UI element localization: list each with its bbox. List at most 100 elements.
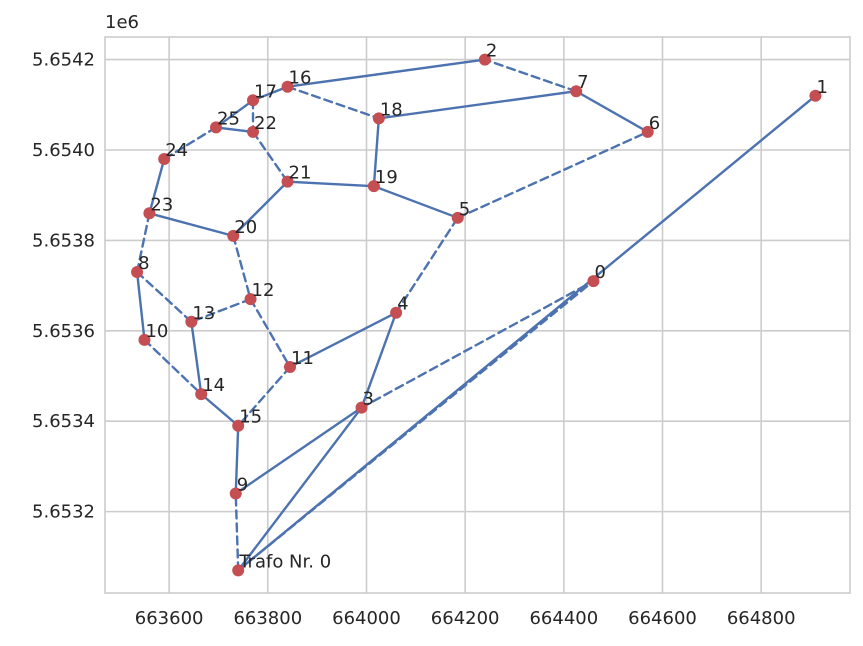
node-label-25: 25: [217, 108, 240, 129]
node-24: [158, 153, 171, 166]
edge-2-16: [286, 58, 487, 88]
edge-4-11: [288, 311, 398, 369]
edge-5-19: [372, 184, 459, 220]
edge-9-3: [234, 406, 363, 495]
edge-4-5: [394, 216, 459, 314]
y-tick-label: 5.6532: [32, 502, 95, 523]
x-tick-label: 664200: [431, 608, 500, 629]
x-tick-label: 664000: [332, 608, 401, 629]
edge-20-12: [232, 234, 252, 301]
edge-14-15: [200, 392, 240, 427]
edge-5-6: [456, 130, 649, 220]
edge-T-0: [237, 279, 595, 572]
node-label-15: 15: [239, 407, 262, 428]
node-7: [570, 85, 583, 98]
node-label-12: 12: [252, 280, 275, 301]
node-T: [232, 564, 245, 577]
y-tick-label: 5.6540: [32, 140, 95, 161]
edge-13-14: [190, 320, 203, 396]
edge-18-19: [372, 117, 381, 188]
node-13: [185, 315, 198, 328]
edge-25-24: [163, 126, 218, 161]
node-label-20: 20: [234, 217, 257, 238]
node-labels: 0123456789101112131415161718192021222324…: [138, 41, 828, 573]
edge-3-4: [360, 311, 398, 409]
edge-3-0: [360, 279, 595, 409]
node-22: [247, 125, 260, 138]
node-18: [372, 112, 385, 125]
y-tick-label: 5.6534: [32, 411, 95, 432]
node-12: [244, 293, 257, 306]
node-8: [131, 266, 144, 279]
node-label-4: 4: [397, 294, 408, 315]
node-5: [451, 211, 464, 224]
network-nodes: [131, 53, 822, 577]
node-label-5: 5: [459, 199, 470, 220]
edge-24-23: [148, 157, 166, 215]
edge-16-18: [286, 85, 381, 120]
node-label-16: 16: [289, 68, 312, 89]
edge-T-3: [237, 406, 363, 572]
node-15: [232, 419, 245, 432]
edge-21-19: [286, 180, 376, 188]
x-tick-label: 664400: [529, 608, 598, 629]
node-label-10: 10: [145, 321, 168, 342]
edge-23-20: [148, 212, 235, 238]
node-9: [229, 487, 242, 500]
edge-10-14: [143, 338, 203, 396]
node-17: [247, 94, 260, 107]
edge-T-9: [234, 492, 240, 572]
node-19: [367, 180, 380, 193]
y-axis-offset-label: 1e6: [105, 12, 139, 33]
node-label-18: 18: [380, 99, 403, 120]
node-10: [138, 333, 151, 346]
edge-16-17: [251, 85, 289, 102]
x-tick-label: 663600: [135, 608, 204, 629]
node-label-11: 11: [291, 348, 314, 369]
node-label-13: 13: [192, 303, 215, 324]
node-label-24: 24: [165, 140, 188, 161]
node-label-9: 9: [237, 475, 248, 496]
edge-11-15: [237, 365, 292, 427]
node-label-6: 6: [649, 113, 660, 134]
node-label-22: 22: [254, 113, 277, 134]
edge-21-20: [232, 180, 289, 238]
node-11: [284, 360, 297, 373]
edge-12-11: [249, 297, 292, 369]
node-label-2: 2: [486, 41, 497, 62]
edge-22-21: [251, 130, 289, 183]
y-tick-label: 5.6538: [32, 230, 95, 251]
node-16: [281, 80, 294, 93]
edge-8-13: [135, 270, 193, 323]
x-axis-ticks: 663600 663800 664000 664200 664400 664600 6648…: [135, 608, 796, 629]
node-label-1: 1: [816, 77, 827, 98]
edge-7-2: [483, 58, 578, 93]
node-label-0: 0: [594, 262, 605, 283]
network-edges: [135, 58, 817, 572]
node-20: [227, 229, 240, 242]
node-21: [281, 175, 294, 188]
node-label-7: 7: [577, 72, 588, 93]
y-tick-label: 5.6536: [32, 321, 95, 342]
node-1: [809, 89, 822, 102]
edge-25-22: [214, 126, 255, 134]
y-axis-ticks: 5.6532 5.6534 5.6536 5.6538 5.6540 5.6542: [32, 50, 95, 523]
y-tick-label: 5.6542: [32, 50, 95, 71]
plot-frame: [104, 36, 851, 594]
node-label-8: 8: [138, 253, 149, 274]
node-25: [210, 121, 223, 134]
node-4: [390, 306, 403, 319]
node-6: [641, 125, 654, 138]
node-label-19: 19: [375, 167, 398, 188]
node-14: [195, 388, 208, 401]
node-label-T: Trafo Nr. 0: [238, 551, 331, 572]
edge-6-7: [574, 90, 649, 134]
edge-23-8: [135, 212, 151, 274]
node-0: [587, 275, 600, 288]
node-label-14: 14: [202, 375, 225, 396]
edge-8-10: [135, 270, 146, 342]
edge-7-18: [377, 90, 578, 120]
x-tick-label: 664600: [628, 608, 697, 629]
